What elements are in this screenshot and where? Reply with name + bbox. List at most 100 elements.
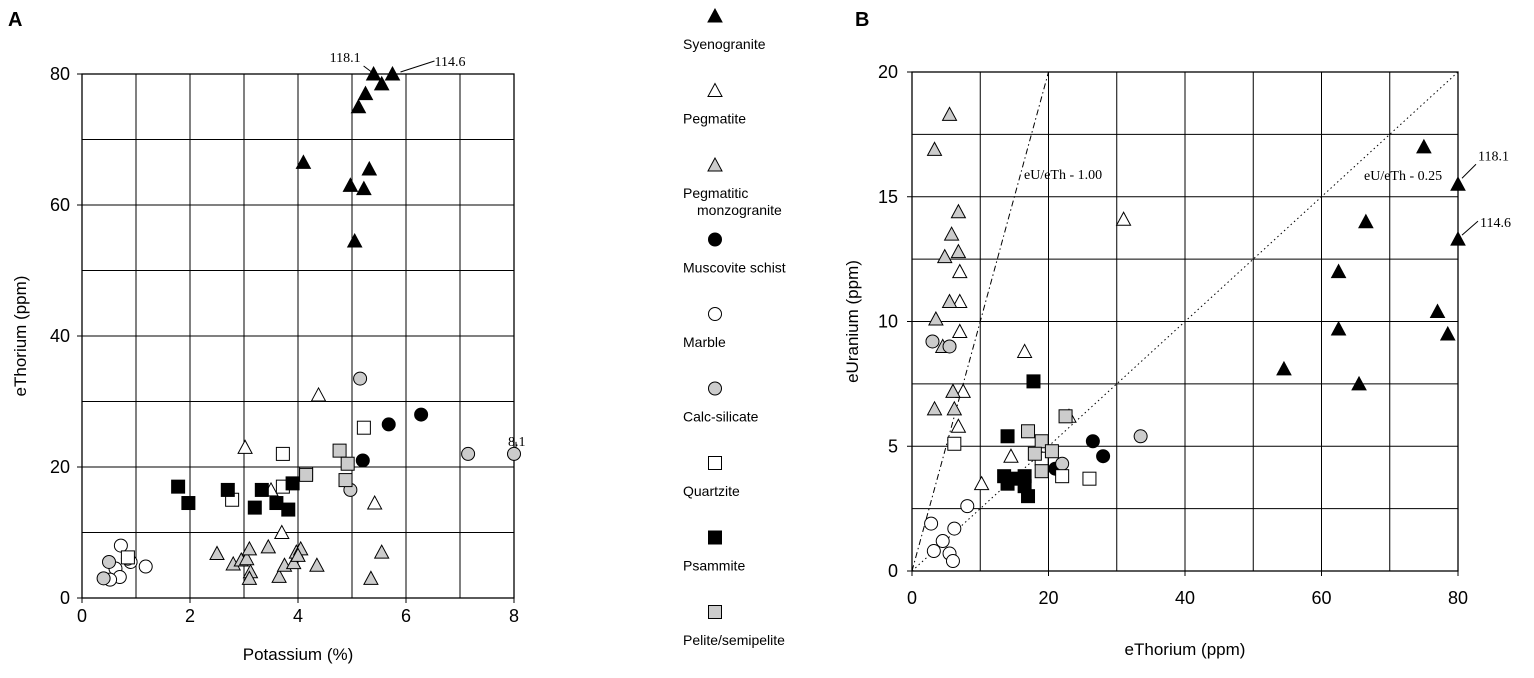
data-point-syenogranite bbox=[1330, 263, 1347, 279]
y-tick-label: 15 bbox=[878, 187, 898, 207]
data-point-quartzite bbox=[275, 446, 290, 461]
x-tick-label: 80 bbox=[1448, 588, 1468, 608]
data-point-calc-silicate bbox=[1133, 429, 1148, 444]
data-point-syenogranite bbox=[346, 232, 363, 248]
panel-a-y-axis-label: eThorium (ppm) bbox=[11, 276, 30, 397]
ratio-line-1 bbox=[911, 71, 1049, 572]
data-point-syenogranite bbox=[1330, 320, 1347, 336]
data-point-pegmatitic-monzogranite bbox=[941, 106, 958, 121]
annotation-label: 114.6 bbox=[435, 55, 466, 70]
data-point-marble bbox=[947, 521, 962, 536]
data-point-calc-silicate bbox=[461, 446, 476, 461]
data-point-psammite bbox=[1017, 469, 1032, 484]
data-point-syenogranite bbox=[1358, 213, 1374, 229]
x-tick-label: 2 bbox=[185, 606, 195, 626]
x-tick-label: 8 bbox=[509, 606, 519, 626]
x-tick-label: 0 bbox=[77, 606, 87, 626]
data-point-syenogranite bbox=[384, 65, 401, 81]
panel-b-points bbox=[924, 106, 1466, 569]
chart-panel-b: B eU/eTh - 1.00 eU/eTh - 0.25 118.1 114.6 0… bbox=[843, 9, 1511, 659]
legend-marker-pegmatite bbox=[707, 82, 723, 97]
legend-marker-syenogranite bbox=[707, 7, 723, 23]
legend-marker-psammite bbox=[708, 530, 722, 545]
data-point-marble bbox=[945, 554, 960, 569]
annotation-leader bbox=[363, 65, 372, 73]
legend: Syenogranite Pegmatite Pegmatiticmonzogran… bbox=[683, 7, 786, 648]
data-point-pegmatitic-monzogranite bbox=[936, 248, 953, 264]
data-point-syenogranite bbox=[1351, 375, 1367, 391]
data-point-pelite-semipelite bbox=[1021, 424, 1036, 439]
data-point-pegmatitic-monzogranite bbox=[950, 243, 967, 259]
legend-label: Calc-silicate bbox=[683, 409, 759, 425]
data-point-pegmatitic-monzogranite bbox=[363, 570, 379, 585]
data-point-pelite-semipelite bbox=[1034, 464, 1049, 479]
data-point-pegmatitic-monzogranite bbox=[260, 538, 277, 554]
x-tick-label: 0 bbox=[907, 588, 917, 608]
data-point-pegmatite bbox=[951, 293, 968, 309]
y-tick-label: 60 bbox=[50, 195, 70, 215]
y-tick-label: 0 bbox=[60, 588, 70, 608]
data-point-pelite-semipelite bbox=[299, 467, 314, 482]
data-point-psammite bbox=[1021, 489, 1036, 504]
data-point-pegmatitic-monzogranite bbox=[941, 293, 958, 309]
data-point-marble bbox=[924, 516, 939, 531]
x-tick-label: 20 bbox=[1038, 588, 1058, 608]
data-point-psammite bbox=[254, 482, 269, 497]
data-point-pegmatitic-monzogranite bbox=[285, 554, 302, 570]
data-point-pegmatitic-monzogranite bbox=[945, 383, 961, 398]
data-point-marble bbox=[113, 538, 128, 553]
y-tick-label: 40 bbox=[50, 326, 70, 346]
data-point-muscovite-schist bbox=[1096, 449, 1111, 464]
legend-label: Psammite bbox=[683, 558, 745, 574]
data-point-quartzite bbox=[120, 550, 135, 565]
legend-label: Muscovite schist bbox=[683, 260, 786, 276]
data-point-syenogranite bbox=[350, 98, 367, 114]
data-point-psammite bbox=[269, 496, 284, 511]
data-point-pegmatitic-monzogranite bbox=[241, 540, 258, 556]
data-point-pegmatite bbox=[237, 439, 253, 454]
panel-b-axes: 0 20 40 60 80 0 5 10 15 20 bbox=[878, 62, 1468, 608]
data-point-syenogranite bbox=[357, 85, 374, 101]
panel-a-grid bbox=[81, 73, 515, 599]
data-point-quartzite bbox=[356, 420, 371, 435]
data-point-pegmatite bbox=[1016, 343, 1033, 358]
legend-marker-calc-silicate bbox=[708, 381, 722, 396]
data-point-syenogranite bbox=[1450, 176, 1466, 191]
data-point-psammite bbox=[247, 500, 262, 515]
panel-b-y-axis-label: eUranium (ppm) bbox=[843, 260, 862, 383]
panel-a-annotations: 118.1 114.6 8.1 bbox=[330, 51, 526, 450]
panel-b-label: B bbox=[855, 9, 869, 31]
annotation-label: 8.1 bbox=[508, 435, 526, 450]
data-point-pegmatite bbox=[955, 383, 972, 398]
data-point-syenogranite bbox=[356, 180, 372, 196]
data-point-psammite bbox=[1026, 374, 1041, 389]
data-point-pegmatite bbox=[1115, 211, 1132, 226]
data-point-calc-silicate bbox=[507, 446, 521, 461]
legend-label: Pegmatitic bbox=[683, 185, 748, 201]
data-point-pegmatitic-monzogranite bbox=[926, 400, 943, 416]
data-point-pegmatitic-monzogranite bbox=[209, 545, 225, 560]
data-point-syenogranite bbox=[373, 75, 390, 91]
data-point-psammite bbox=[281, 502, 296, 517]
ratio-line-label: eU/eTh - 1.00 bbox=[1024, 168, 1102, 183]
legend-label: Pelite/semipelite bbox=[683, 632, 785, 648]
data-point-pegmatitic-monzogranite bbox=[946, 400, 963, 416]
data-point-quartzite bbox=[947, 436, 962, 451]
data-point-syenogranite bbox=[295, 154, 312, 169]
data-point-pegmatitic-monzogranite bbox=[271, 568, 287, 583]
data-point-pelite-semipelite bbox=[332, 443, 347, 458]
data-point-syenogranite bbox=[1429, 303, 1446, 319]
ratio-line-2 bbox=[911, 71, 1459, 572]
data-point-pegmatitic-monzogranite bbox=[241, 570, 258, 585]
data-point-calc-silicate bbox=[1055, 456, 1070, 471]
x-tick-label: 40 bbox=[1175, 588, 1195, 608]
data-point-psammite bbox=[285, 476, 300, 491]
data-point-pegmatite bbox=[1003, 448, 1019, 463]
data-point-syenogranite bbox=[1416, 138, 1432, 154]
data-point-calc-silicate bbox=[96, 571, 111, 586]
data-point-syenogranite bbox=[365, 65, 382, 81]
data-point-calc-silicate bbox=[102, 554, 116, 569]
data-point-pelite-semipelite bbox=[1058, 409, 1073, 424]
